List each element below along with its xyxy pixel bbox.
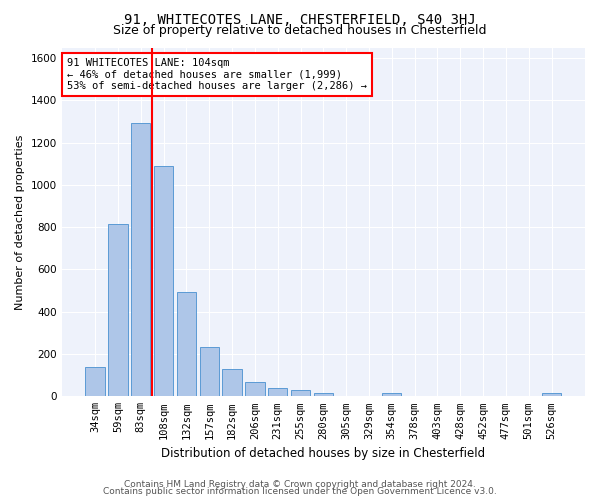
Bar — [177, 292, 196, 397]
Bar — [268, 388, 287, 396]
Text: Contains public sector information licensed under the Open Government Licence v3: Contains public sector information licen… — [103, 487, 497, 496]
Bar — [85, 366, 105, 396]
Bar — [200, 347, 219, 397]
Bar — [108, 224, 128, 396]
Text: Contains HM Land Registry data © Crown copyright and database right 2024.: Contains HM Land Registry data © Crown c… — [124, 480, 476, 489]
Bar — [291, 390, 310, 396]
X-axis label: Distribution of detached houses by size in Chesterfield: Distribution of detached houses by size … — [161, 447, 485, 460]
Text: Size of property relative to detached houses in Chesterfield: Size of property relative to detached ho… — [113, 24, 487, 37]
Y-axis label: Number of detached properties: Number of detached properties — [15, 134, 25, 310]
Text: 91 WHITECOTES LANE: 104sqm
← 46% of detached houses are smaller (1,999)
53% of s: 91 WHITECOTES LANE: 104sqm ← 46% of deta… — [67, 58, 367, 91]
Bar — [154, 166, 173, 396]
Text: 91, WHITECOTES LANE, CHESTERFIELD, S40 3HJ: 91, WHITECOTES LANE, CHESTERFIELD, S40 3… — [124, 12, 476, 26]
Bar — [382, 392, 401, 396]
Bar — [131, 122, 151, 396]
Bar — [223, 369, 242, 396]
Bar — [314, 393, 333, 396]
Bar — [542, 392, 561, 396]
Bar — [245, 382, 265, 396]
